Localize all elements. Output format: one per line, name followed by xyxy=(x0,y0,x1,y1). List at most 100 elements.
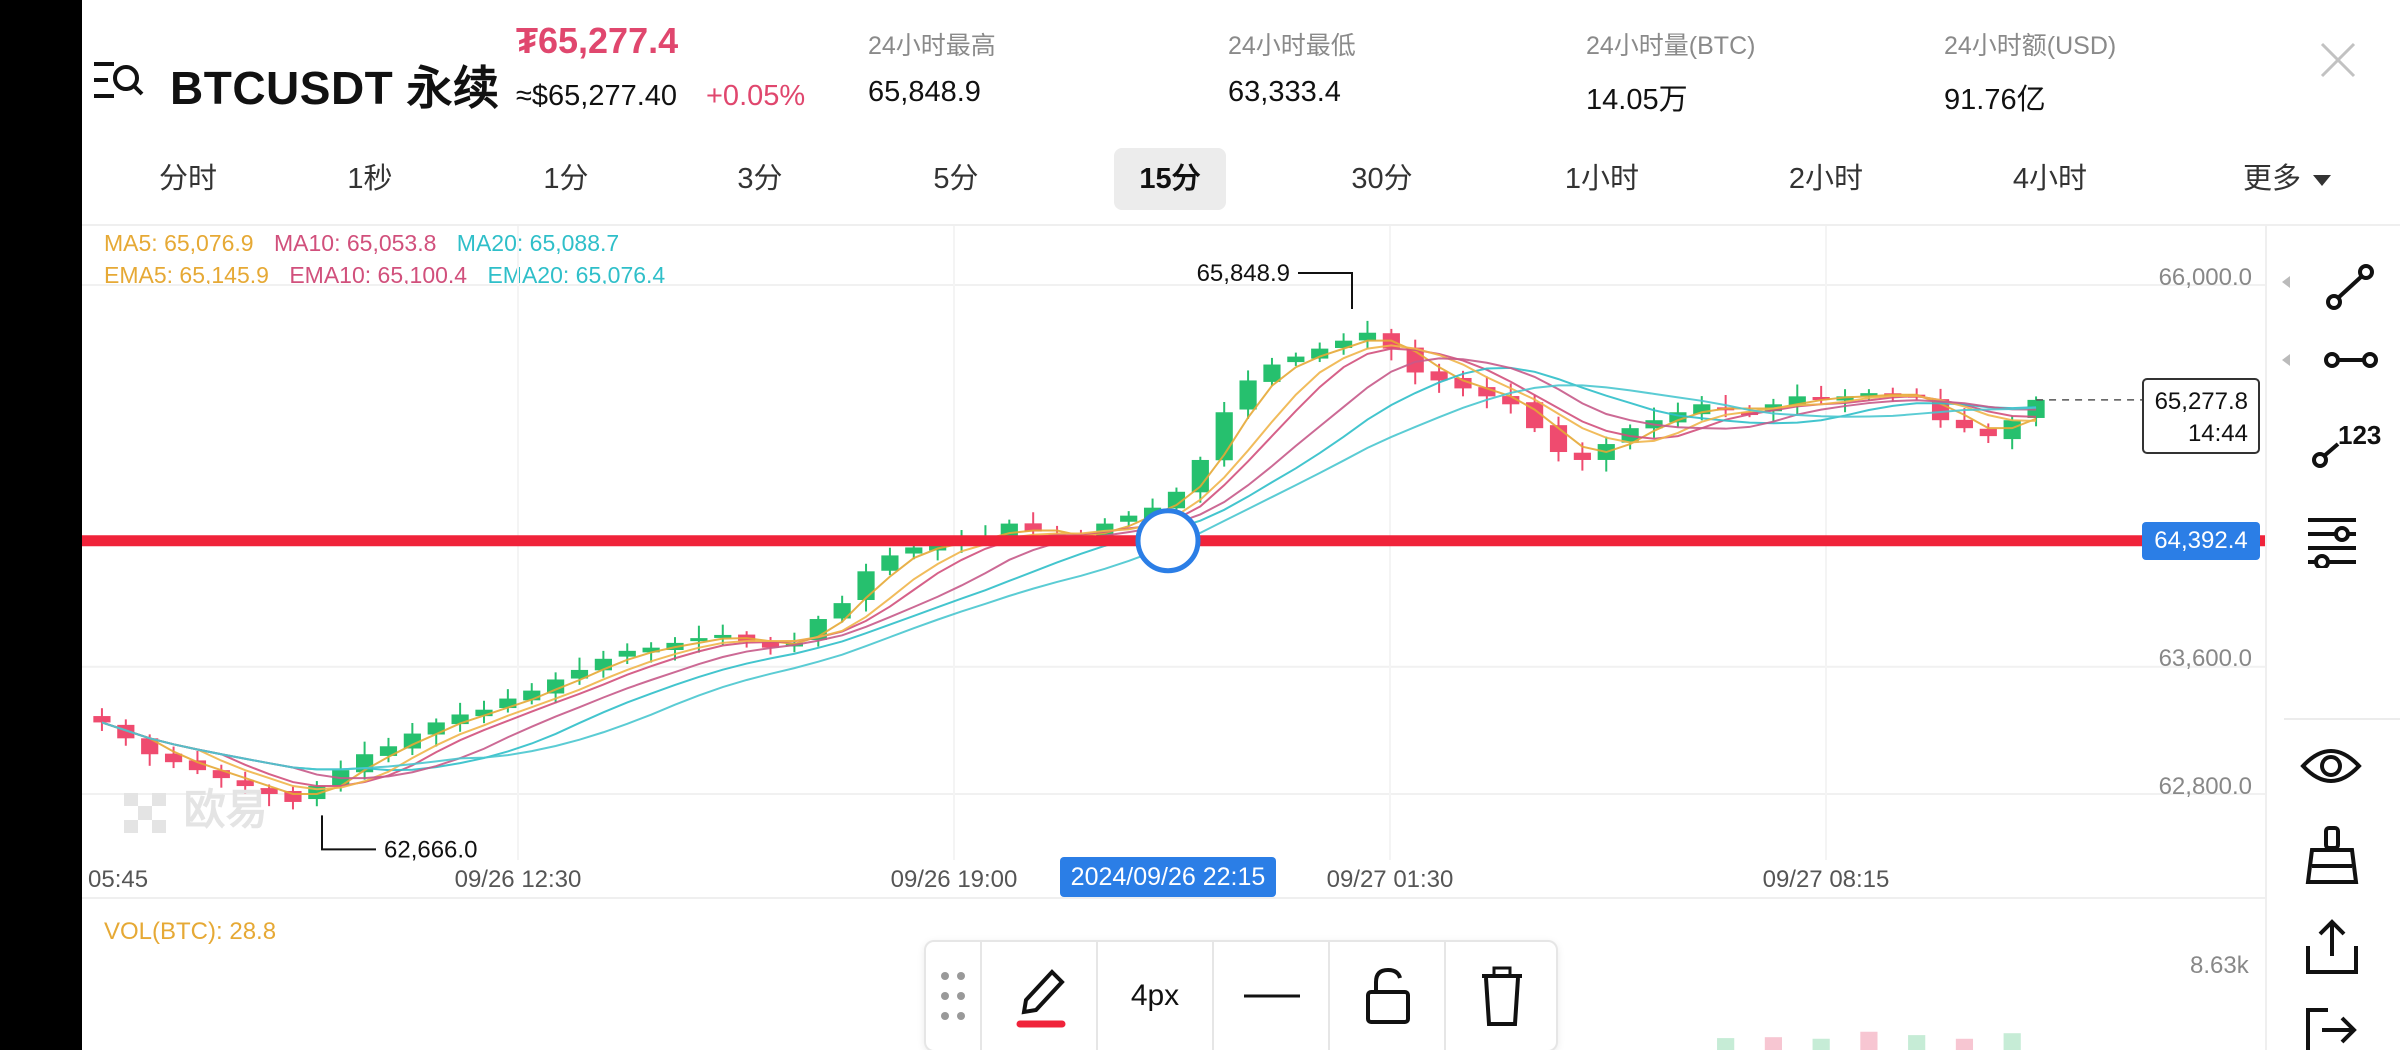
candle-body xyxy=(1263,364,1281,382)
watermark-text: 欧易 xyxy=(183,786,268,833)
number-tool-label: 123 xyxy=(2338,420,2382,450)
time-tick-0927-0815: 09/27 08:15 xyxy=(1763,866,1890,893)
candle-body xyxy=(1287,356,1305,363)
settings-sliders-icon[interactable] xyxy=(2304,512,2360,568)
tab-fenshi[interactable]: 分时 xyxy=(158,163,217,195)
time-tick-0545: 05:45 xyxy=(88,866,148,893)
lock-button[interactable] xyxy=(1328,942,1444,1050)
candle-body xyxy=(523,690,541,701)
candle-body xyxy=(93,716,111,723)
candle-body xyxy=(212,770,230,779)
candle-body xyxy=(1669,412,1687,423)
candle-body xyxy=(618,650,636,657)
candle-body xyxy=(1860,393,1878,397)
price-tick-62800: 62,800.0 xyxy=(2159,773,2252,800)
okx-logo-icon xyxy=(124,792,166,833)
delete-button[interactable] xyxy=(1444,942,1556,1050)
tab-1h[interactable]: 1小时 xyxy=(1564,163,1640,195)
ma-legend: MA5: 65,076.9 MA10: 65,053.8 MA20: 65,08… xyxy=(104,230,633,257)
drawing-toolbar: 4px xyxy=(924,940,1558,1050)
unlock-icon xyxy=(1366,967,1410,1024)
tab-1s[interactable]: 1秒 xyxy=(347,163,393,195)
price-tick-66000: 66,000.0 xyxy=(2159,264,2252,291)
close-icon[interactable] xyxy=(2318,40,2358,80)
stroke-width-button[interactable]: 4px xyxy=(1096,942,1212,1050)
tab-2h[interactable]: 2小时 xyxy=(1788,163,1864,195)
caret-down-icon xyxy=(2313,174,2331,186)
solid-line-icon xyxy=(1244,994,1300,998)
candle-body xyxy=(1120,515,1138,522)
candle-body xyxy=(284,791,302,802)
tab-4h[interactable]: 4小时 xyxy=(2012,163,2088,195)
candle-body xyxy=(1311,348,1329,359)
number-tool-icon[interactable]: 123 xyxy=(2304,420,2384,470)
candle-body xyxy=(475,709,493,717)
eye-icon[interactable] xyxy=(2300,740,2362,792)
tab-1m[interactable]: 1分 xyxy=(543,163,589,195)
line-tool-icon[interactable] xyxy=(2272,258,2400,318)
last-price: ₮65,277.4 xyxy=(516,20,679,61)
candle-body xyxy=(690,638,708,642)
volume-legend: VOL(BTC): 28.8 xyxy=(104,918,277,945)
candle-body xyxy=(1812,397,1830,401)
candle-body xyxy=(1358,332,1377,341)
ma-line xyxy=(101,366,2037,772)
candle-body xyxy=(1335,340,1353,348)
candle-body xyxy=(1024,523,1042,532)
tabs-divider xyxy=(82,224,2400,226)
time-tick-0926-1900: 09/26 19:00 xyxy=(891,866,1018,893)
tab-30m[interactable]: 30分 xyxy=(1351,163,1413,195)
left-black-strip xyxy=(0,0,82,1050)
ema10-value: EMA10: 65,100.4 xyxy=(289,262,468,288)
tab-15m[interactable]: 15分 xyxy=(1114,148,1226,210)
ray-tool-icon[interactable] xyxy=(2272,340,2400,380)
stat-value-24h-high: 65,848.9 xyxy=(868,76,981,108)
tool-divider xyxy=(2284,718,2400,720)
volume-axis-max: 8.63k xyxy=(2190,952,2249,979)
drag-dots-icon xyxy=(941,972,965,1020)
candle-body xyxy=(379,746,398,756)
menu-search-icon[interactable] xyxy=(92,54,144,106)
candle-body xyxy=(642,647,660,653)
candle-body xyxy=(1788,396,1806,406)
ma5-value: MA5: 65,076.9 xyxy=(104,230,254,256)
candle-countdown: 14:44 xyxy=(2187,420,2248,447)
high-annotation-label: 65,848.9 xyxy=(1197,260,1290,287)
candle-body xyxy=(1167,491,1186,509)
line-drag-handle[interactable] xyxy=(1135,508,1201,574)
toolbar-drag-handle[interactable] xyxy=(926,942,980,1050)
tab-5m[interactable]: 5分 xyxy=(933,163,979,195)
color-button[interactable] xyxy=(980,942,1096,1050)
candle-body xyxy=(1979,428,1997,437)
candle-body xyxy=(236,780,254,787)
candle-body xyxy=(1955,419,1974,429)
candle-body xyxy=(403,733,421,749)
share-icon[interactable] xyxy=(2304,918,2360,976)
line-style-button[interactable] xyxy=(1212,942,1328,1050)
candle-body xyxy=(451,714,469,725)
candle-body xyxy=(833,603,851,619)
volume-bars xyxy=(1717,1031,2021,1050)
candle-body xyxy=(714,634,732,638)
candle-body xyxy=(905,547,923,554)
candle-body xyxy=(2003,420,2021,440)
volume-bar xyxy=(1717,1038,1735,1050)
drawn-line-price-tag: 64,392.4 xyxy=(2142,522,2260,560)
brush-icon[interactable] xyxy=(2304,826,2360,884)
candle-body xyxy=(929,542,947,551)
candle-body xyxy=(1191,459,1209,493)
candle-body xyxy=(857,571,875,601)
volume-bar xyxy=(1955,1038,1974,1050)
tab-more[interactable]: 更多 xyxy=(2222,148,2352,210)
candle-body xyxy=(164,753,183,763)
exit-icon[interactable] xyxy=(2304,1006,2360,1050)
volume-bar xyxy=(2003,1033,2021,1050)
pencil-color-icon xyxy=(1016,969,1066,1028)
stat-label-24h-low: 24小时最低 xyxy=(1228,32,1356,60)
stat-label-24h-volume: 24小时量(BTC) xyxy=(1586,32,1756,60)
ma-line xyxy=(101,384,2037,771)
tab-3m[interactable]: 3分 xyxy=(737,163,783,195)
pair-title[interactable]: BTCUSDT 永续 xyxy=(170,62,500,114)
candle-body xyxy=(188,760,207,771)
